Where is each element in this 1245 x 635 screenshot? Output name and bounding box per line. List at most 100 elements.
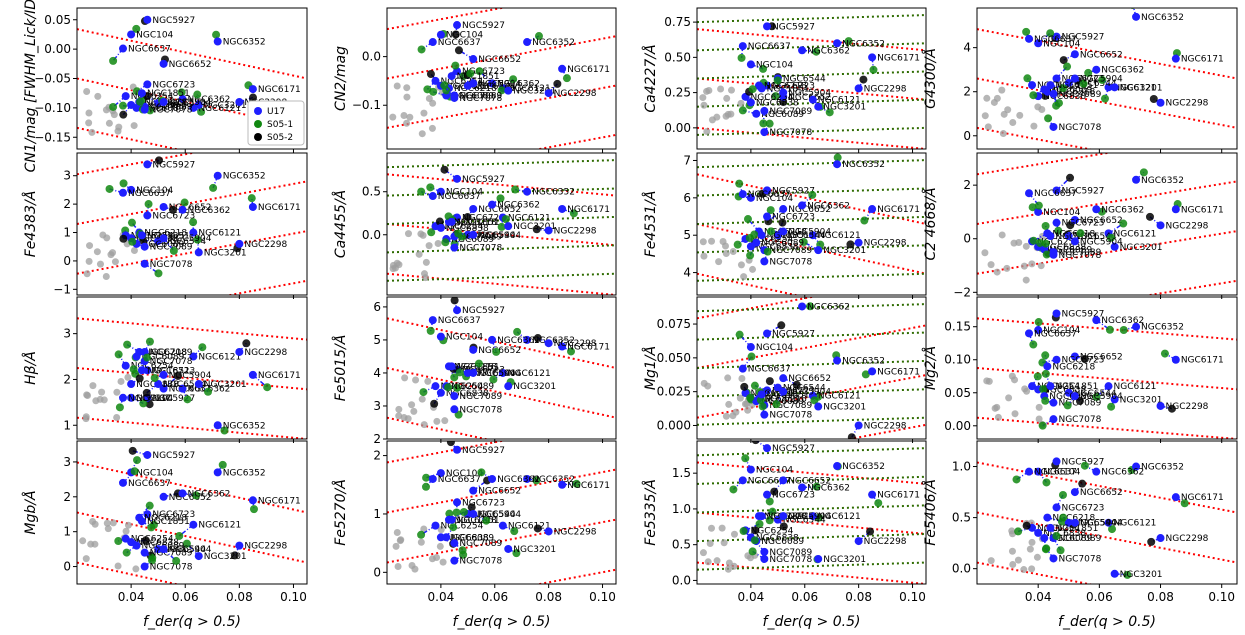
y-tick-label: 1.0: [952, 460, 971, 474]
cluster-label: NGC6121: [198, 229, 241, 239]
gray-point: [105, 119, 113, 127]
x-tick-label: 0.10: [1208, 590, 1235, 604]
x-axis-label: f_der(q > 0.5): [1058, 614, 1156, 630]
y-tick-label: 0.0: [362, 228, 381, 242]
cluster-point: [1034, 467, 1043, 476]
companion-point: [808, 190, 817, 199]
companion-point: [497, 222, 506, 231]
cluster-label: NGC7078: [1058, 554, 1101, 564]
companion-point: [1038, 421, 1047, 430]
cluster-point: [431, 382, 440, 391]
cluster-label: NGC2298: [1166, 221, 1209, 231]
y-tick-label: 2: [63, 372, 71, 386]
y-tick-label: 1: [373, 507, 381, 521]
trend-line-green: [387, 244, 616, 254]
cluster-point: [154, 380, 163, 389]
cluster-label: NGC1851: [1055, 382, 1098, 392]
cluster-label: NGC6089: [761, 239, 804, 249]
gray-point: [993, 268, 1001, 276]
cluster-label: NGC2298: [554, 339, 597, 349]
cluster-point: [159, 98, 168, 106]
companion-point: [746, 393, 755, 402]
cluster-label: NGC5927: [1062, 33, 1105, 43]
cluster-label: NGC6089: [451, 235, 494, 245]
companion-point: [497, 86, 506, 95]
trend-line-red: [387, 84, 616, 129]
cluster-label: NGC3201: [1120, 243, 1163, 253]
gray-point: [403, 119, 411, 127]
x-tick-label: 0.08: [1147, 590, 1174, 604]
cluster-label: NGC5904: [1080, 519, 1123, 529]
y-axis-label: CN1/mag [FWHM_Lick/IDS]: [23, 0, 39, 172]
x-tick-label: 0.10: [280, 590, 307, 604]
gray-point: [1028, 260, 1036, 268]
gray-point: [998, 231, 1006, 239]
companion-point: [147, 523, 156, 532]
cluster-label: NGC6362: [188, 95, 231, 105]
cluster-point: [854, 537, 863, 546]
cluster-label: NGC7078: [769, 128, 812, 138]
cluster-point: [1104, 518, 1113, 527]
cluster-label: NGC3201: [204, 380, 247, 390]
companion-point: [1042, 478, 1051, 487]
cluster-label: NGC6089: [142, 353, 185, 363]
gray-point: [723, 94, 731, 102]
cluster-label: NGC1851: [147, 366, 190, 376]
cluster-point: [1028, 81, 1037, 90]
cluster-label: NGC6652: [169, 493, 212, 503]
cluster-point: [763, 22, 772, 31]
cluster-label: NGC104: [446, 333, 483, 343]
gray-point: [1016, 111, 1024, 119]
cluster-label: NGC6637: [438, 316, 481, 326]
cluster-point: [1049, 122, 1058, 131]
gray-point: [85, 119, 93, 127]
cluster-point: [746, 60, 755, 69]
panel-8: NGC5927 NGC104 NGC6637 NGC6352 NGC6652NGC672…: [922, 152, 1238, 299]
cluster-point: [428, 38, 437, 47]
companion-point: [132, 24, 141, 33]
gray-point: [720, 539, 728, 547]
cluster-point: [140, 562, 149, 571]
companion-point: [765, 119, 774, 128]
cluster-label: NGC6121: [1114, 229, 1157, 239]
cluster-point: [453, 21, 462, 30]
companion-point: [128, 237, 137, 246]
companion-point: [739, 527, 748, 536]
cluster-point: [833, 356, 842, 365]
cluster-label: NGC6171: [877, 491, 920, 501]
cluster-label: NGC6121: [1114, 83, 1157, 93]
cluster-point: [488, 200, 497, 209]
cluster-label: NGC6652: [478, 55, 521, 65]
cluster-point: [544, 226, 553, 235]
companion-point: [139, 399, 148, 408]
companion-point: [1145, 212, 1154, 221]
cluster-point: [760, 106, 769, 115]
companion-point: [750, 381, 759, 390]
companion-point: [1041, 351, 1050, 360]
cluster-label: NGC6637: [748, 42, 791, 52]
companion-point: [177, 88, 186, 97]
cluster-label: NGC6723: [1062, 219, 1105, 229]
companion-point: [735, 179, 744, 188]
gray-point: [719, 237, 727, 245]
gray-point: [124, 373, 132, 381]
gray-point: [83, 88, 91, 96]
gray-point: [404, 230, 412, 238]
cluster-point: [1049, 89, 1058, 98]
companion-point: [1080, 461, 1089, 470]
y-tick-label: 1: [63, 226, 71, 240]
gray-point: [738, 374, 746, 382]
cluster-point: [760, 554, 769, 563]
cluster-point: [450, 539, 459, 548]
cluster-label: NGC6352: [842, 160, 885, 170]
cluster-label: NGC6254: [1037, 237, 1080, 247]
cluster-point: [450, 93, 459, 102]
gray-point: [1028, 565, 1036, 573]
cluster-point: [523, 335, 532, 344]
cluster-label: NGC6838: [446, 224, 489, 234]
cluster-label: NGC6121: [198, 353, 241, 363]
gray-point: [1033, 553, 1041, 561]
cluster-label: NGC6218: [144, 348, 187, 358]
cluster-label: NGC6637: [128, 45, 171, 55]
